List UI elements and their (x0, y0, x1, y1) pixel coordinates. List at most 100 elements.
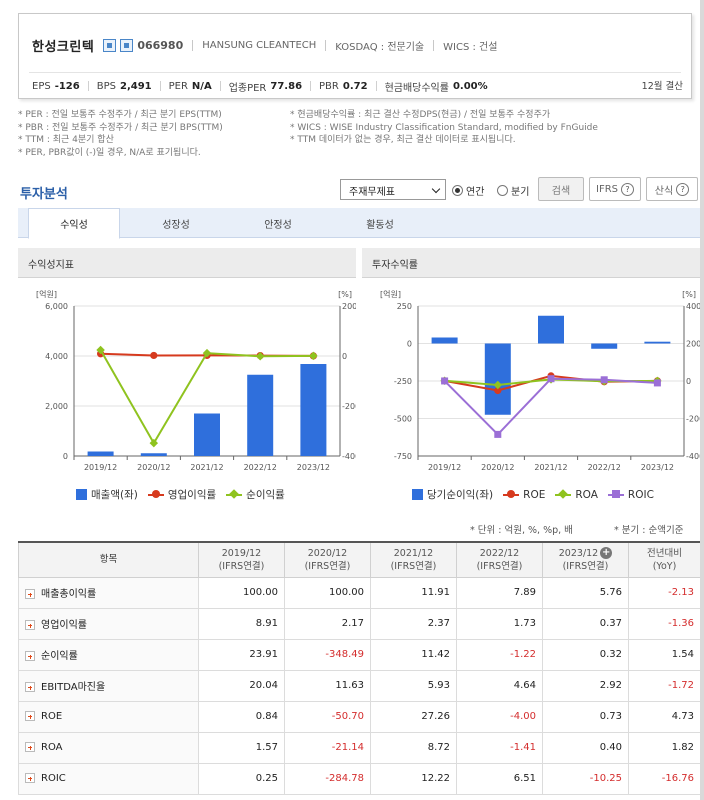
table-cell: 1.54 (628, 638, 701, 671)
data-point (600, 376, 608, 384)
expand-row-icon[interactable] (25, 651, 35, 661)
statement-select[interactable]: 주재무제표 (340, 179, 446, 200)
stat-pbr-value: 0.72 (342, 80, 368, 92)
formula-label: 산식 (654, 185, 674, 197)
column-year: 2020/12 (307, 547, 348, 559)
legend-item[interactable]: ROIC (607, 489, 654, 501)
company-header-row: 한성크린텍 066980 HANSUNG CLEANTECH KOSDAQ : … (32, 36, 497, 55)
x-tick-label: 2023/12 (297, 463, 330, 472)
legend-item[interactable]: ROE (503, 489, 545, 501)
table-cell: 0.25 (198, 762, 285, 795)
return-chart-panel: 투자수익률 [억원] [%] 250 0 -250 -500 -750 400 200 0 -200… (362, 248, 700, 504)
expand-row-icon[interactable] (25, 620, 35, 630)
radio-quarter-dot[interactable] (497, 185, 508, 196)
row-label-cell[interactable]: ROIC (18, 762, 199, 795)
stat-dividend-label: 현금배당수익률 (384, 82, 449, 94)
section-title: 투자분석 (20, 187, 68, 202)
legend-item[interactable]: ROA (555, 489, 598, 501)
row-label-cell[interactable]: ROE (18, 700, 199, 733)
row-label: ROIC (41, 773, 66, 784)
table-cell: 100.00 (198, 576, 285, 609)
column-basis: (IFRS연결) (218, 560, 265, 572)
expand-row-icon[interactable] (25, 682, 35, 692)
tab-profitability[interactable]: 수익성 (28, 208, 120, 239)
radio-quarter[interactable]: 분기 (497, 183, 529, 198)
help-icon: ? (676, 182, 690, 196)
table-cell: 11.42 (370, 638, 457, 671)
column-year: 2023/12 + (543, 547, 628, 560)
row-label-cell[interactable]: 매출총이익률 (18, 576, 199, 609)
y-tick-right: -400 (686, 452, 700, 461)
expand-row-icon[interactable] (25, 742, 35, 752)
y-tick-left: -500 (394, 415, 412, 424)
legend-item[interactable]: 당기순이익(좌) (412, 487, 493, 502)
x-tick-label: 2023/12 (641, 463, 674, 472)
formula-help-button[interactable]: 산식? (646, 177, 698, 201)
table-row: EBITDA마진율 20.04 11.63 5.93 4.64 2.92 -1.72 (18, 669, 701, 702)
row-label-cell[interactable]: EBITDA마진율 (18, 669, 199, 702)
search-button-label: 검색 (551, 185, 571, 197)
legend-item[interactable]: 영업이익률 (147, 487, 216, 502)
note-line: * WICS : WISE Industry Classification St… (290, 122, 598, 133)
bar (538, 315, 564, 344)
radio-annual[interactable]: 연간 (452, 183, 484, 198)
return-chart: [억원] [%] 250 0 -250 -500 -750 400 200 0 -200 -400 20… (380, 289, 700, 472)
divider (310, 81, 312, 91)
radio-quarter-label: 분기 (511, 187, 530, 198)
expand-row-icon[interactable] (25, 773, 35, 783)
note-line: * PBR : 전일 보통주 수정주가 / 최근 분기 BPS(TTM) (18, 122, 223, 133)
table-cell: 2.37 (370, 607, 457, 640)
legend-label: 매출액(좌) (91, 489, 138, 501)
expand-quarter-icon[interactable]: + (600, 547, 613, 560)
column-year: 전년대비 (647, 547, 682, 559)
y-tick-right: 0 (686, 377, 691, 386)
axis-unit-left: [억원] (36, 289, 57, 299)
ifrs-help-button[interactable]: IFRS? (589, 177, 641, 201)
row-label-cell[interactable]: 순이익률 (18, 638, 199, 671)
tab-growth[interactable]: 성장성 (162, 219, 190, 231)
column-basis: (IFRS연결) (476, 560, 523, 572)
search-button[interactable]: 검색 (538, 177, 584, 201)
row-label-cell[interactable]: 영업이익률 (18, 607, 199, 640)
y-tick-right: 0 (342, 352, 347, 361)
expand-row-icon[interactable] (25, 589, 35, 599)
stat-pbr-label: PBR (319, 80, 339, 92)
table-cell: 1.73 (456, 607, 543, 640)
row-label-cell[interactable]: ROA (18, 731, 199, 764)
panel-title: 수익성지표 (18, 248, 356, 278)
table-cell: -50.70 (284, 700, 371, 733)
legend-swatch (412, 489, 423, 500)
data-point (494, 430, 502, 438)
scrollbar[interactable] (700, 0, 704, 800)
company-header: 한성크린텍 066980 HANSUNG CLEANTECH KOSDAQ : … (18, 13, 692, 99)
y-tick-left: 6,000 (45, 302, 68, 311)
tab-stability[interactable]: 안정성 (264, 219, 292, 231)
table-cell: 100.00 (284, 576, 371, 609)
home-icon[interactable] (103, 38, 117, 52)
stat-bps-label: BPS (96, 80, 116, 92)
legend-item[interactable]: 매출액(좌) (76, 487, 138, 502)
radio-annual-dot[interactable] (452, 185, 463, 196)
legend-swatch (555, 489, 572, 500)
legend-item[interactable]: 순이익률 (226, 487, 285, 502)
bar (484, 343, 511, 415)
row-label: ROE (41, 711, 63, 722)
y-tick-right: 400 (686, 302, 700, 311)
column-year: 2021/12 (393, 547, 434, 559)
column-basis: (IFRS연결) (304, 560, 351, 572)
x-tick-label: 2022/12 (588, 463, 621, 472)
x-tick-label: 2021/12 (190, 463, 223, 472)
table-cell: 0.84 (198, 700, 285, 733)
building-icon[interactable] (120, 38, 134, 52)
bar (644, 341, 671, 344)
expand-row-icon[interactable] (25, 711, 35, 721)
table-cell: 12.22 (370, 762, 457, 795)
bar (247, 374, 274, 456)
tab-activity[interactable]: 활동성 (366, 219, 394, 231)
table-cell: 11.91 (370, 576, 457, 609)
table-cell: -16.76 (628, 762, 701, 795)
radio-annual-label: 연간 (466, 187, 485, 198)
stock-code: 066980 (137, 38, 184, 52)
table-cell: -284.78 (284, 762, 371, 795)
